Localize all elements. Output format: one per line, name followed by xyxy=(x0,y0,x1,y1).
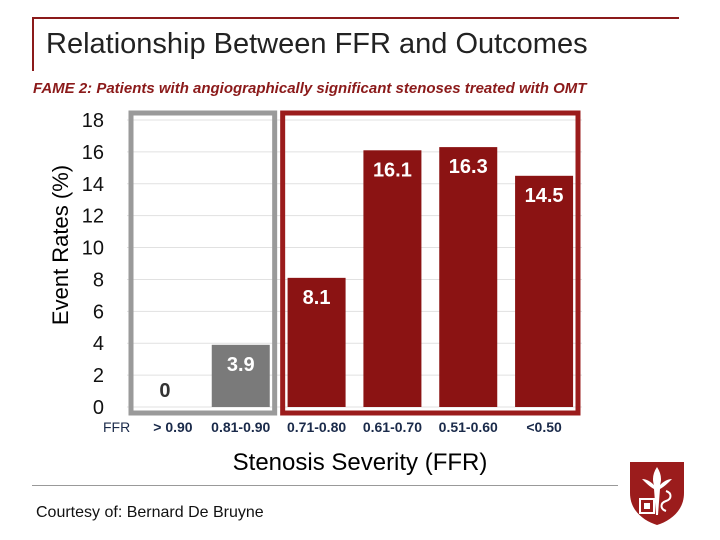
harvard-shield-icon xyxy=(630,462,684,525)
y-tick-label: 16 xyxy=(82,142,104,164)
bar-value-label: 8.1 xyxy=(303,287,331,309)
bar xyxy=(287,277,346,407)
footer-divider xyxy=(32,485,618,486)
bar xyxy=(211,344,270,407)
bar xyxy=(515,175,574,407)
x-tick-label: 0.61-0.70 xyxy=(363,419,422,435)
x-tick-label: <0.50 xyxy=(526,419,562,435)
event-rate-chart: 0 2 4 6 8 10 12 14 16 18 0 > 0.90 3.9 0.81-0.90 8.1 0.7… xyxy=(48,110,582,476)
bar-value-label: 14.5 xyxy=(525,185,564,207)
slide-title: Relationship Between FFR and Outcomes xyxy=(46,28,588,60)
non-ischemic-frame xyxy=(128,110,278,416)
y-tick-label: 0 xyxy=(93,397,104,419)
y-tick-label: 4 xyxy=(93,333,104,355)
x-tick-label: 0.51-0.60 xyxy=(439,419,498,435)
chart-subtitle: FAME 2: Patients with angiographically s… xyxy=(33,80,587,97)
courtesy-note: Courtesy of: Bernard De Bruyne xyxy=(36,504,264,521)
y-tick-label: 6 xyxy=(93,301,104,323)
y-tick-label: 18 xyxy=(82,110,104,132)
y-tick-label: 12 xyxy=(82,206,104,228)
bar-value-label: 16.3 xyxy=(449,156,488,178)
x-tick-label: 0.81-0.90 xyxy=(211,419,270,435)
y-tick-label: 8 xyxy=(93,269,104,291)
y-tick-label: 14 xyxy=(82,174,104,196)
y-tick-label: 2 xyxy=(93,365,104,387)
bar-value-label: 3.9 xyxy=(227,354,255,376)
x-tick-label: > 0.90 xyxy=(153,419,193,435)
bar-value-label: 16.1 xyxy=(373,159,412,181)
y-tick-label: 10 xyxy=(82,238,104,260)
y-axis-title: Event Rates (%) xyxy=(48,165,73,325)
plot-area xyxy=(127,120,582,407)
bar-value-label: 0 xyxy=(159,380,170,402)
x-axis-title: Stenosis Severity (FFR) xyxy=(233,449,488,476)
x-tick-label: 0.71-0.80 xyxy=(287,419,346,435)
ischemic-frame xyxy=(280,110,581,416)
x-axis-prefix: FFR xyxy=(103,419,130,435)
bar xyxy=(363,150,422,408)
title-frame xyxy=(32,17,679,71)
bar xyxy=(439,147,498,407)
